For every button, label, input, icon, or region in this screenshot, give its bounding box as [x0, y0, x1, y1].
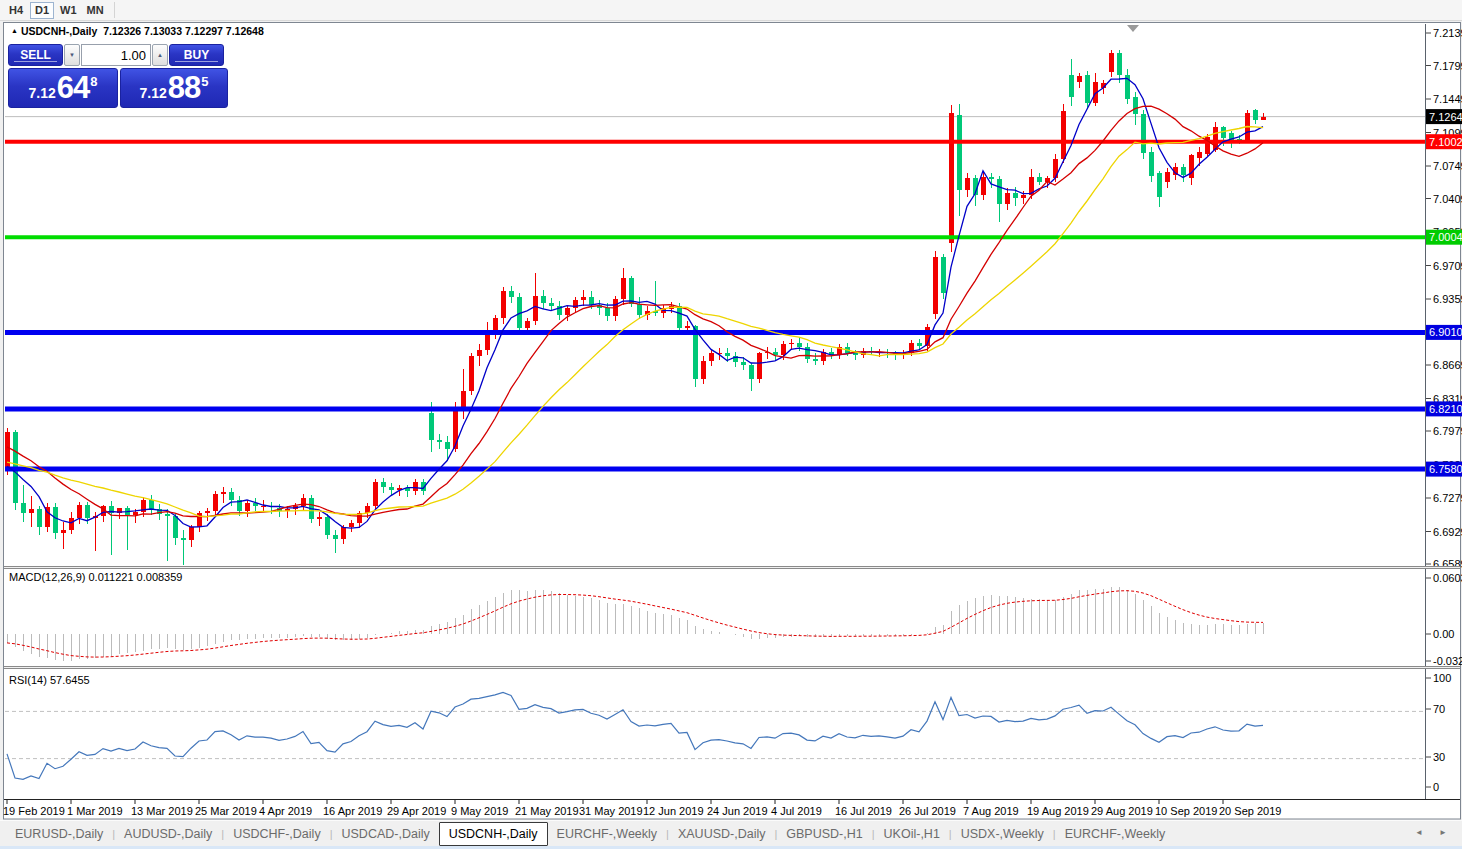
- sell-button[interactable]: SELL: [8, 44, 63, 66]
- rsi-label: RSI(14) 57.6455: [9, 674, 90, 686]
- buy-price-display[interactable]: 7.12 88 5: [120, 68, 228, 108]
- svg-text:4 Jul 2019: 4 Jul 2019: [771, 805, 822, 817]
- chart-symbol: USDCNH-,Daily: [21, 25, 97, 37]
- svg-text:0: 0: [1433, 781, 1439, 793]
- svg-text:6.69290: 6.69290: [1433, 526, 1462, 538]
- toolbar-separator: [114, 2, 115, 18]
- chart-tab-usdxweekly[interactable]: USDX-,Weekly: [952, 823, 1053, 845]
- one-click-trading-panel: SELL ▼ ▲ BUY 7.12 64 8 7.12 88 5: [8, 44, 228, 108]
- svg-text:6.72790: 6.72790: [1433, 492, 1462, 504]
- svg-text:25 Mar 2019: 25 Mar 2019: [195, 805, 257, 817]
- macd-label: MACD(12,26,9) 0.011221 0.008359: [9, 571, 182, 583]
- chart-tab-gbpusdh1[interactable]: GBPUSD-,H1: [777, 823, 871, 845]
- svg-text:70: 70: [1433, 703, 1445, 715]
- svg-text:7.10029: 7.10029: [1429, 136, 1462, 148]
- sell-price-display[interactable]: 7.12 64 8: [8, 68, 118, 108]
- svg-text:6.79790: 6.79790: [1433, 425, 1462, 437]
- svg-text:6.97090: 6.97090: [1433, 260, 1462, 272]
- svg-text:4 Apr 2019: 4 Apr 2019: [259, 805, 312, 817]
- svg-text:7.14490: 7.14490: [1433, 93, 1462, 105]
- sell-price-prefix: 7.12: [29, 85, 56, 101]
- timeframe-button-d1[interactable]: D1: [30, 2, 54, 19]
- chart-tab-eurchfweekly[interactable]: EURCHF-,Weekly: [548, 823, 666, 845]
- svg-text:26 Jul 2019: 26 Jul 2019: [899, 805, 956, 817]
- svg-text:16 Apr 2019: 16 Apr 2019: [323, 805, 382, 817]
- chart-tab-xauusddaily[interactable]: XAUUSD-,Daily: [669, 823, 775, 845]
- tab-scroll-arrows[interactable]: ◄ ►: [1415, 828, 1454, 837]
- svg-text:6.75804: 6.75804: [1429, 463, 1462, 475]
- buy-button[interactable]: BUY: [169, 44, 224, 66]
- svg-text:29 Apr 2019: 29 Apr 2019: [387, 805, 446, 817]
- svg-text:16 Jul 2019: 16 Jul 2019: [835, 805, 892, 817]
- chart-tab-eurchfweekly[interactable]: EURCHF-,Weekly: [1056, 823, 1174, 845]
- svg-text:31 May 2019: 31 May 2019: [579, 805, 643, 817]
- chart-title: ▲USDCNH-,Daily 7.12326 7.13033 7.12297 7…: [11, 25, 264, 37]
- svg-text:6.93590: 6.93590: [1433, 293, 1462, 305]
- timeframe-button-w1[interactable]: W1: [56, 2, 81, 19]
- svg-text:30: 30: [1433, 751, 1445, 763]
- timeframe-toolbar: H4D1W1MN: [0, 0, 1462, 21]
- svg-text:0.060317: 0.060317: [1433, 572, 1462, 584]
- svg-text:7.17990: 7.17990: [1433, 60, 1462, 72]
- buy-price-sup: 5: [201, 74, 208, 89]
- svg-text:29 Aug 2019: 29 Aug 2019: [1091, 805, 1153, 817]
- volume-increase-button[interactable]: ▲: [152, 44, 168, 66]
- svg-text:1 Mar 2019: 1 Mar 2019: [67, 805, 123, 817]
- svg-text:7.04090: 7.04090: [1433, 193, 1462, 205]
- svg-text:7.21390: 7.21390: [1433, 27, 1462, 39]
- svg-text:0.00: 0.00: [1433, 628, 1454, 640]
- timeframe-button-h4[interactable]: H4: [4, 2, 28, 19]
- svg-text:9 May 2019: 9 May 2019: [451, 805, 508, 817]
- svg-text:21 May 2019: 21 May 2019: [515, 805, 579, 817]
- svg-text:7.12648: 7.12648: [1429, 111, 1462, 123]
- svg-text:100: 100: [1433, 672, 1451, 684]
- volume-decrease-button[interactable]: ▼: [64, 44, 80, 66]
- collapse-triangle-icon[interactable]: ▲: [11, 27, 18, 34]
- svg-text:7.07490: 7.07490: [1433, 160, 1462, 172]
- timeframe-button-mn[interactable]: MN: [83, 2, 108, 19]
- svg-text:6.86690: 6.86690: [1433, 359, 1462, 371]
- chart-tab-usdchfdaily[interactable]: USDCHF-,Daily: [224, 823, 330, 845]
- svg-text:19 Aug 2019: 19 Aug 2019: [1027, 805, 1089, 817]
- svg-text:13 Mar 2019: 13 Mar 2019: [131, 805, 193, 817]
- svg-text:6.90100: 6.90100: [1429, 326, 1462, 338]
- sell-price-sup: 8: [90, 74, 97, 89]
- buy-price-prefix: 7.12: [140, 85, 167, 101]
- svg-text:6.82103: 6.82103: [1429, 403, 1462, 415]
- chart-tab-usdcnhdaily[interactable]: USDCNH-,Daily: [439, 822, 548, 846]
- svg-text:7 Aug 2019: 7 Aug 2019: [963, 805, 1019, 817]
- svg-text:12 Jun 2019: 12 Jun 2019: [643, 805, 704, 817]
- svg-text:7.00048: 7.00048: [1429, 231, 1462, 243]
- chart-tabs-bar: EURUSD-,Daily|AUDUSD-,Daily|USDCHF-,Dail…: [0, 820, 1462, 846]
- svg-text:10 Sep 2019: 10 Sep 2019: [1155, 805, 1217, 817]
- chart-tab-eurusddaily[interactable]: EURUSD-,Daily: [6, 823, 112, 845]
- volume-input[interactable]: [81, 44, 151, 66]
- sell-price-big: 64: [57, 70, 89, 106]
- svg-text:-0.032648: -0.032648: [1433, 655, 1462, 667]
- svg-text:24 Jun 2019: 24 Jun 2019: [707, 805, 768, 817]
- svg-text:19 Feb 2019: 19 Feb 2019: [3, 805, 65, 817]
- chart-tab-ukoilh1[interactable]: UKOil-,H1: [875, 823, 949, 845]
- chart-tab-audusddaily[interactable]: AUDUSD-,Daily: [115, 823, 221, 845]
- buy-price-big: 88: [168, 70, 200, 106]
- chart-tab-usdcaddaily[interactable]: USDCAD-,Daily: [332, 823, 438, 845]
- svg-text:20 Sep 2019: 20 Sep 2019: [1219, 805, 1281, 817]
- chart-ohlc-values: 7.12326 7.13033 7.12297 7.12648: [103, 25, 264, 37]
- price-chart: 7.213907.179907.144907.109907.074907.040…: [0, 0, 1462, 849]
